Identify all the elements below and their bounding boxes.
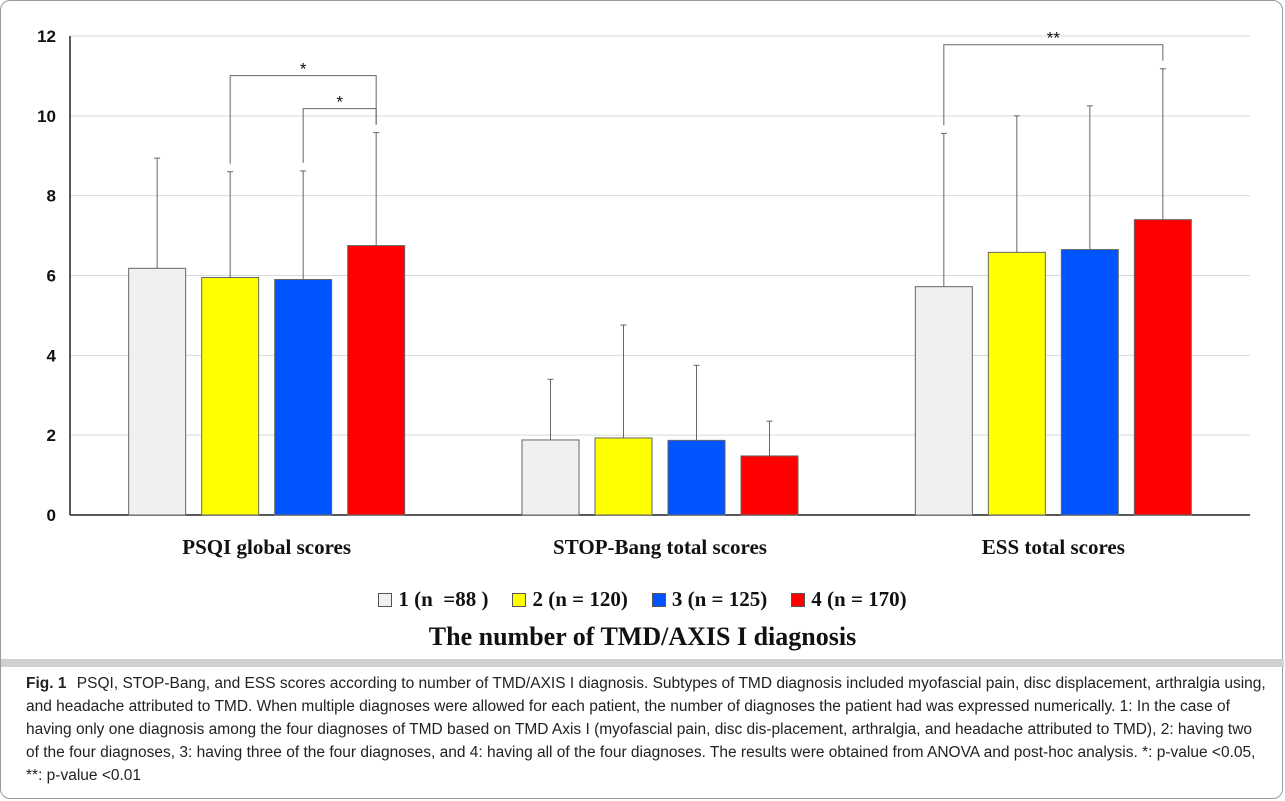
legend-swatch [512,593,527,607]
x-tick-label: STOP-Bang total scores [553,535,767,559]
legend-item: 1 (n =88 ) [378,587,488,612]
legend-label: 3 (n = 125) [671,587,768,611]
x-axis-title: The number of TMD/AXIS I diagnosis [428,622,857,651]
significance-marker: * [300,60,307,79]
y-tick-label: 6 [47,267,56,286]
x-tick-label: ESS total scores [982,535,1125,559]
bar [128,267,187,516]
significance-marker: * [336,93,343,112]
legend-label: 4 (n = 170) [811,587,907,611]
bar [1060,249,1119,516]
y-tick-label: 4 [47,346,57,365]
bar [667,439,726,516]
bar [987,251,1046,516]
bar [347,245,406,516]
caption-text: PSQI, STOP-Bang, and ESS scores accordin… [26,675,1266,784]
legend-swatch [378,593,393,607]
bar [1133,219,1192,516]
bar [740,455,799,516]
legend-item: 2 (n = 120) [512,587,628,612]
y-tick-label: 8 [47,187,56,206]
y-tick-label: 10 [37,107,56,126]
y-tick-label: 12 [37,27,56,46]
figure-caption: Fig. 1 PSQI, STOP-Bang, and ESS scores a… [26,672,1266,787]
significance-bracket [229,75,377,164]
legend-swatch [791,593,806,607]
bar-chart: 0 2 4 6 8 10 12 PSQI global scores STOP-Bang tot… [37,27,1250,559]
significance-marker: ** [1047,29,1061,48]
bar [594,437,653,516]
x-tick-label: PSQI global scores [182,535,351,559]
legend-item: 3 (n = 125) [651,587,768,612]
significance-bracket [302,108,377,163]
bar [201,276,260,516]
bar [914,286,973,516]
bar [521,439,580,516]
caption-label: Fig. 1 [26,675,67,692]
bar [274,278,333,516]
legend-item: 4 (n = 170) [791,587,907,612]
legend-swatch [651,593,666,607]
y-tick-label: 0 [47,506,56,525]
legend-label: 2 (n = 120) [532,587,628,611]
legend-label: 1 (n =88 ) [398,587,489,611]
significance-bracket [943,44,1164,126]
legend: 1 (n =88 ) 2 (n = 120) 3 (n = 125) 4 (n = 1… [0,587,1285,612]
y-tick-label: 2 [47,426,56,445]
caption-divider [1,659,1284,667]
